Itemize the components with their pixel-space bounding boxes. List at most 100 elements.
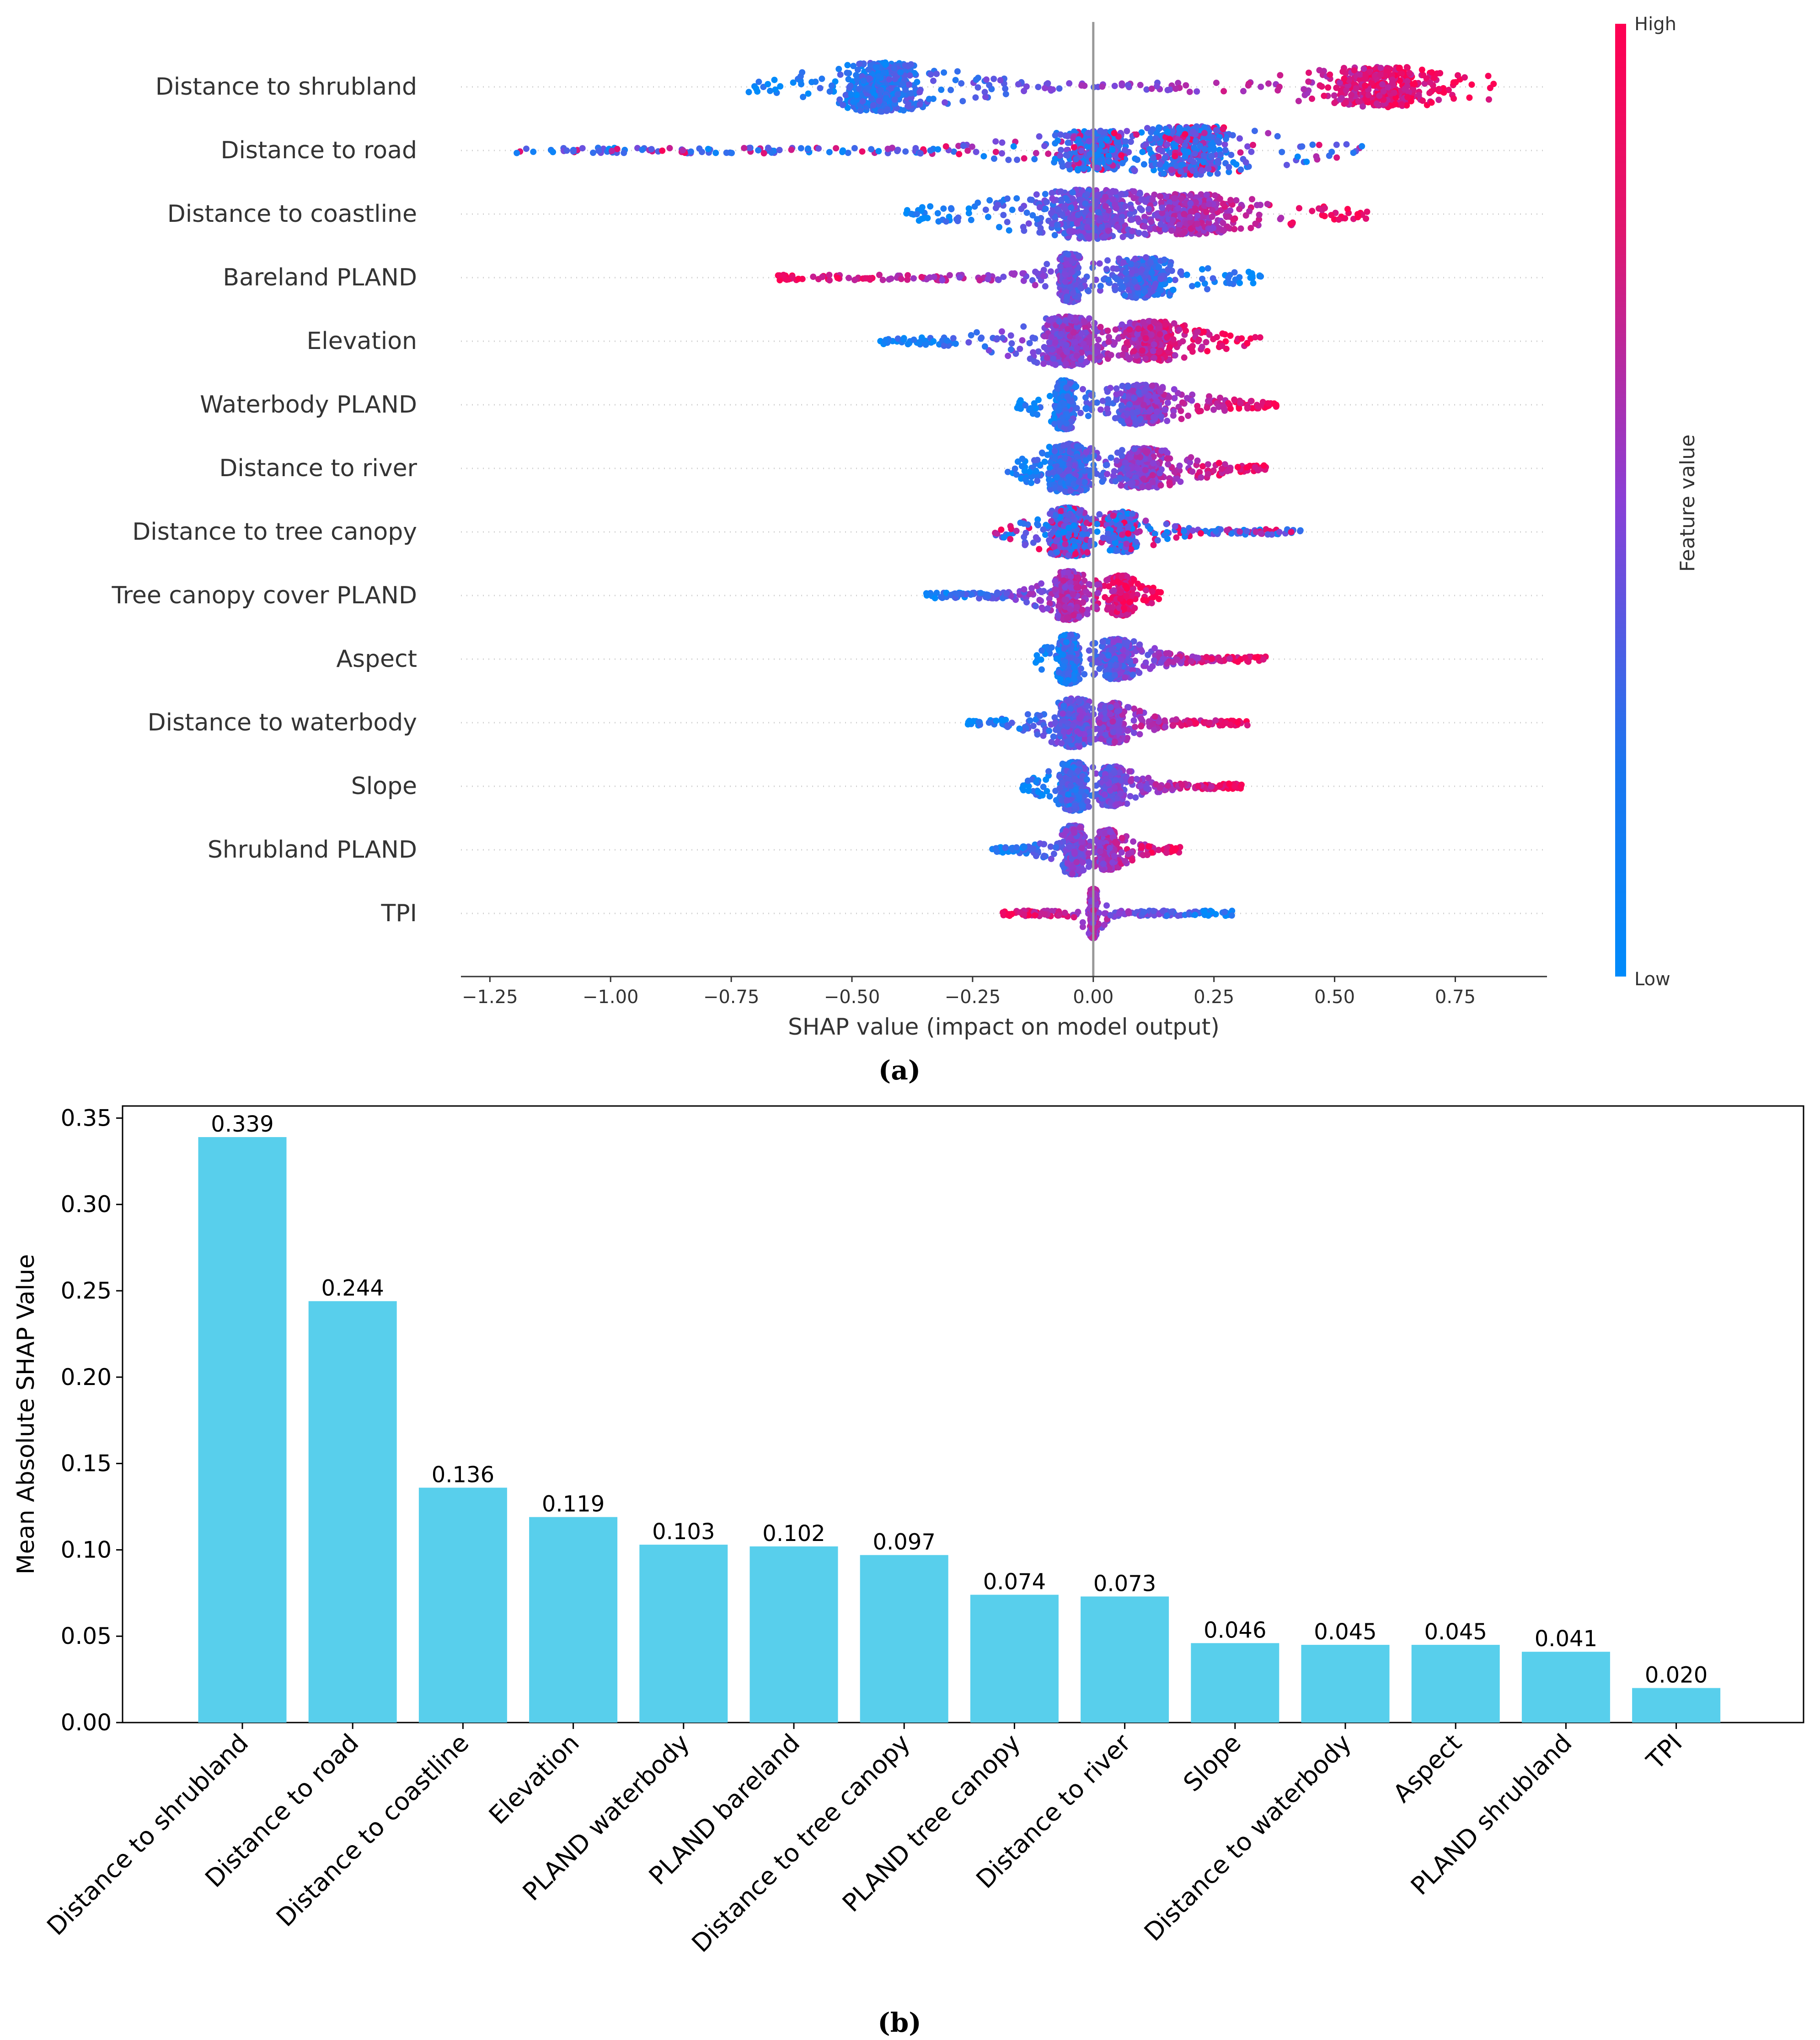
shap-point: [1063, 342, 1070, 349]
shap-point: [1265, 130, 1272, 137]
shap-point: [876, 272, 883, 278]
shap-point: [1019, 270, 1026, 277]
shap-point: [1171, 195, 1178, 202]
shap-point: [894, 146, 901, 153]
shap-point: [1071, 144, 1077, 151]
shap-point: [1129, 216, 1135, 223]
shap-point: [946, 272, 953, 279]
shap-point: [1014, 156, 1021, 163]
shap-point: [1140, 319, 1146, 325]
shap-point: [1065, 251, 1071, 258]
shap-point: [1134, 215, 1141, 222]
shap-point: [851, 145, 858, 151]
shap-point: [1069, 258, 1076, 265]
shap-point: [1197, 143, 1204, 150]
shap-point: [1113, 397, 1120, 403]
shap-point: [1097, 128, 1103, 134]
shap-point: [1258, 83, 1264, 90]
shap-point: [1042, 283, 1049, 290]
shap-point: [1156, 161, 1163, 168]
shap-point: [939, 277, 946, 284]
shap-point: [897, 69, 904, 76]
shap-point: [819, 75, 825, 82]
shap-point: [1220, 88, 1227, 95]
shap-point: [1339, 68, 1346, 75]
shap-point: [1094, 164, 1101, 171]
shap-point: [1058, 196, 1065, 203]
shap-point: [1061, 205, 1068, 212]
shap-point: [997, 77, 1004, 84]
shap-point: [912, 145, 919, 151]
shap-point: [1147, 324, 1154, 331]
shap-point: [1435, 97, 1442, 103]
shap-point: [1099, 83, 1106, 90]
shap-point: [916, 101, 923, 108]
shap-point: [1429, 69, 1435, 76]
shap-point: [1076, 252, 1082, 259]
shap-point: [595, 147, 602, 154]
shap-point: [1119, 160, 1126, 166]
shap-point: [965, 205, 972, 212]
shap-point: [865, 66, 872, 73]
shap-point: [840, 102, 846, 108]
shap-point: [1119, 351, 1126, 358]
shap-point: [900, 336, 907, 343]
shap-point: [1250, 142, 1256, 148]
shap-point: [1309, 95, 1315, 102]
shap-point: [1244, 340, 1251, 347]
shap-point: [1200, 159, 1207, 166]
shap-point: [1040, 273, 1047, 279]
shap-point: [999, 334, 1006, 341]
shap-point: [1010, 143, 1017, 150]
shap-point: [1331, 92, 1338, 99]
shap-point: [1103, 266, 1110, 273]
shap-point: [1415, 91, 1422, 98]
shap-point: [1133, 261, 1140, 268]
shap-point: [1215, 160, 1222, 166]
shap-point: [1316, 141, 1322, 148]
shap-point: [1069, 189, 1076, 196]
shap-point: [924, 215, 931, 221]
shap-point: [1020, 224, 1027, 231]
shap-point: [976, 277, 983, 284]
shap-point: [1172, 86, 1179, 92]
shap-point: [1231, 225, 1238, 232]
shap-point: [1137, 81, 1144, 88]
shap-point: [1070, 290, 1076, 296]
shap-point: [1064, 293, 1071, 300]
shap-point: [906, 72, 913, 79]
shap-point: [1073, 353, 1080, 360]
shap-point: [941, 69, 947, 76]
shap-point: [1201, 129, 1208, 136]
shap-point: [1122, 146, 1128, 153]
shap-point: [1149, 196, 1156, 203]
shap-point: [1153, 83, 1160, 90]
shap-point: [910, 275, 917, 282]
shap-point: [1073, 156, 1080, 162]
shap-point: [1216, 195, 1223, 202]
shap-point: [1062, 271, 1069, 278]
shap-point: [835, 65, 842, 72]
shap-point: [1072, 339, 1079, 346]
shap-point: [1376, 92, 1383, 99]
shap-point: [609, 147, 615, 154]
shap-point: [883, 95, 889, 102]
shap-point: [1044, 261, 1050, 268]
shap-point: [1142, 355, 1149, 362]
shap-point: [844, 70, 851, 76]
shap-point: [1178, 195, 1185, 202]
shap-point: [1156, 146, 1163, 153]
shap-point: [1361, 75, 1368, 82]
shap-point: [905, 101, 912, 108]
shap-point: [942, 143, 949, 150]
shap-point: [790, 79, 797, 86]
shap-point: [648, 146, 655, 153]
shap-point: [1044, 80, 1051, 87]
shap-point: [870, 102, 877, 108]
shap-point: [1142, 231, 1149, 238]
shap-point: [1178, 161, 1185, 168]
shap-point: [1237, 166, 1244, 173]
shap-point: [1049, 195, 1056, 202]
shap-point: [974, 84, 981, 91]
shap-point: [959, 98, 966, 105]
